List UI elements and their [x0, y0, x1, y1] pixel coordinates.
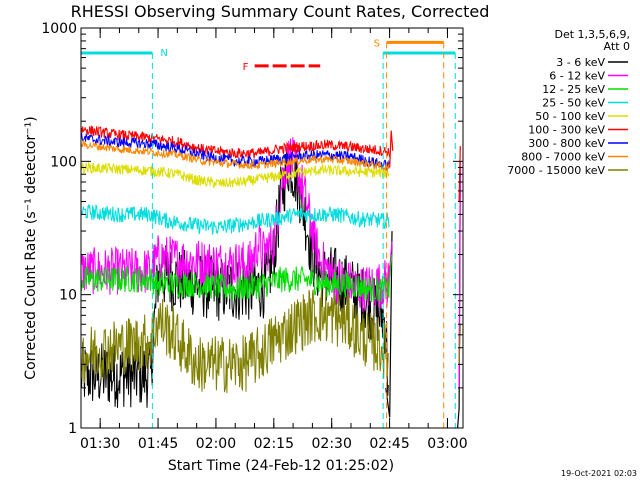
legend-label-3: 25 - 50 keV: [542, 97, 605, 110]
legend-label-8: 7000 - 15000 keV: [507, 164, 605, 177]
x-tick-label: 02:15: [254, 436, 294, 452]
spike-line-0: [389, 130, 394, 168]
y-axis-label: Corrected Count Rate (s⁻¹ detector⁻¹): [23, 116, 39, 379]
y-tick-label: 1000: [41, 21, 77, 37]
night-marker-label: N: [160, 48, 167, 59]
x-tick-label: 02:45: [369, 436, 409, 452]
legend-label-5: 100 - 300 keV: [528, 124, 605, 137]
y-tick-label: 1: [68, 421, 77, 437]
legend-header-0: Det 1,3,5,6,9,: [554, 28, 630, 41]
x-tick-label: 03:00: [427, 436, 467, 452]
legend-header-1: Att 0: [604, 40, 630, 53]
series-line-5: [81, 125, 390, 159]
series-line-3: [81, 203, 390, 236]
legend-label-0: 3 - 6 keV: [556, 56, 605, 69]
x-axis-label: Start Time (24-Feb-12 01:25:02): [168, 458, 394, 474]
x-tick-label: 01:45: [138, 436, 178, 452]
spike-line-3: [387, 254, 393, 295]
spike-line-7: [458, 324, 461, 365]
y-tick-label: 10: [59, 288, 77, 304]
series-line-4: [81, 161, 390, 188]
series-line-8: [81, 289, 389, 394]
series-line-2: [81, 265, 390, 303]
legend-label-6: 300 - 800 keV: [528, 137, 605, 150]
chart-title: RHESSI Observing Summary Count Rates, Co…: [71, 2, 490, 21]
flare-marker-label: F: [243, 62, 249, 73]
series-line-7: [81, 139, 390, 172]
x-tick-label: 02:00: [196, 436, 236, 452]
x-tick-label: 02:30: [312, 436, 352, 452]
legend-label-2: 12 - 25 keV: [542, 83, 605, 96]
saa-marker-label: S: [374, 38, 380, 49]
plot-area: N S F 1 10 100 1000 01:30 01:45 02:00 02:15 02:30 02…: [41, 21, 467, 452]
plot-frame: [80, 27, 464, 429]
legend-label-7: 800 - 7000 keV: [521, 151, 605, 164]
series-line-0: [81, 148, 389, 408]
generation-timestamp: 19-Oct-2021 02:03: [561, 469, 637, 478]
legend-label-4: 50 - 100 keV: [535, 110, 605, 123]
y-tick-label: 100: [50, 154, 77, 170]
legend-label-1: 6 - 12 keV: [549, 70, 605, 83]
x-tick-label: 01:30: [80, 436, 120, 452]
